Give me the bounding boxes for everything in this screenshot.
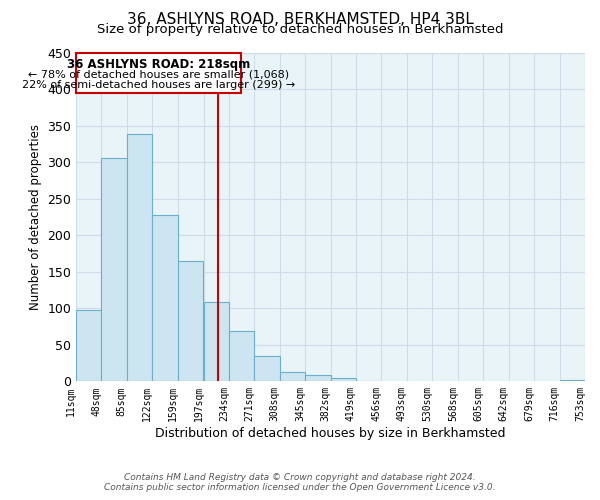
FancyBboxPatch shape — [76, 52, 241, 92]
Bar — [229, 331, 254, 382]
X-axis label: Distribution of detached houses by size in Berkhamsted: Distribution of detached houses by size … — [155, 427, 506, 440]
Bar — [305, 376, 331, 382]
Bar — [331, 378, 356, 382]
Bar — [560, 380, 585, 382]
Bar — [254, 356, 280, 382]
Text: ← 78% of detached houses are smaller (1,068): ← 78% of detached houses are smaller (1,… — [28, 70, 289, 80]
Bar — [356, 380, 382, 382]
Bar — [280, 372, 305, 382]
Text: Contains HM Land Registry data © Crown copyright and database right 2024.
Contai: Contains HM Land Registry data © Crown c… — [104, 473, 496, 492]
Bar — [178, 261, 203, 382]
Y-axis label: Number of detached properties: Number of detached properties — [29, 124, 42, 310]
Bar — [76, 310, 101, 382]
Bar — [101, 158, 127, 382]
Bar — [127, 134, 152, 382]
Text: Size of property relative to detached houses in Berkhamsted: Size of property relative to detached ho… — [97, 22, 503, 36]
Bar — [152, 216, 178, 382]
Text: 36, ASHLYNS ROAD, BERKHAMSTED, HP4 3BL: 36, ASHLYNS ROAD, BERKHAMSTED, HP4 3BL — [127, 12, 473, 28]
Text: 22% of semi-detached houses are larger (299) →: 22% of semi-detached houses are larger (… — [22, 80, 295, 90]
Text: 36 ASHLYNS ROAD: 218sqm: 36 ASHLYNS ROAD: 218sqm — [67, 58, 250, 71]
Bar — [203, 302, 229, 382]
